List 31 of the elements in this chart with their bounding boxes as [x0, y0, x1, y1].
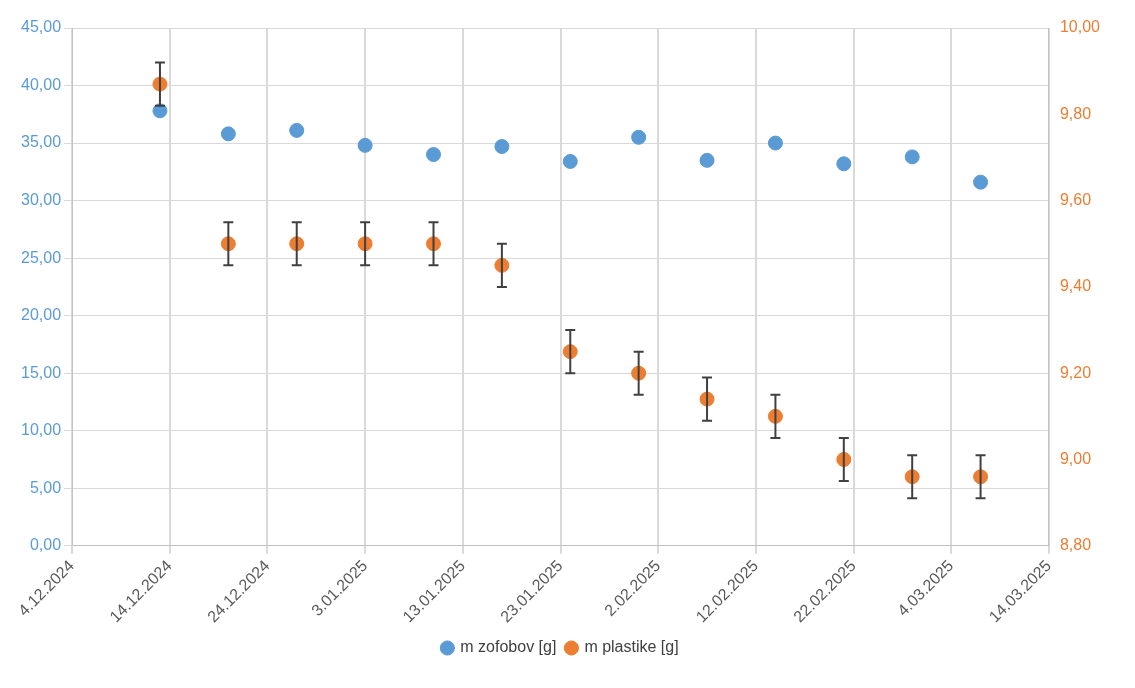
y-tick-label: 15,00 — [20, 363, 62, 381]
y-tick-label: 30,00 — [20, 191, 62, 209]
point — [220, 126, 236, 142]
point — [289, 122, 305, 138]
point — [904, 149, 920, 165]
y2-tick-label: 9,00 — [1059, 449, 1092, 467]
point — [357, 137, 373, 153]
y2-tick-label: 9,80 — [1059, 104, 1092, 122]
legend-label: m plastike [g] — [584, 638, 679, 656]
point — [836, 156, 852, 172]
point — [973, 174, 989, 190]
point — [562, 153, 578, 169]
y2-tick-label: 10,00 — [1059, 18, 1101, 36]
y-tick-label: 25,00 — [20, 248, 62, 266]
y-tick-label: 45,00 — [20, 18, 62, 36]
point — [631, 129, 647, 145]
y2-tick-label: 9,40 — [1059, 277, 1092, 295]
point — [699, 152, 715, 168]
point — [494, 139, 510, 155]
y-tick-label: 35,00 — [20, 133, 62, 151]
y-tick-label: 5,00 — [29, 478, 62, 496]
y2-tick-label: 9,20 — [1059, 363, 1092, 381]
y2-tick-label: 8,80 — [1059, 536, 1092, 554]
legend-label: m zofobov [g] — [460, 638, 557, 656]
point — [767, 135, 783, 151]
y-tick-label: 20,00 — [20, 306, 62, 324]
y-tick-label: 40,00 — [20, 75, 62, 93]
y2-tick-label: 9,60 — [1059, 191, 1092, 209]
y-tick-label: 10,00 — [20, 421, 62, 439]
point — [426, 147, 441, 163]
y-tick-label: 0,00 — [29, 536, 62, 554]
